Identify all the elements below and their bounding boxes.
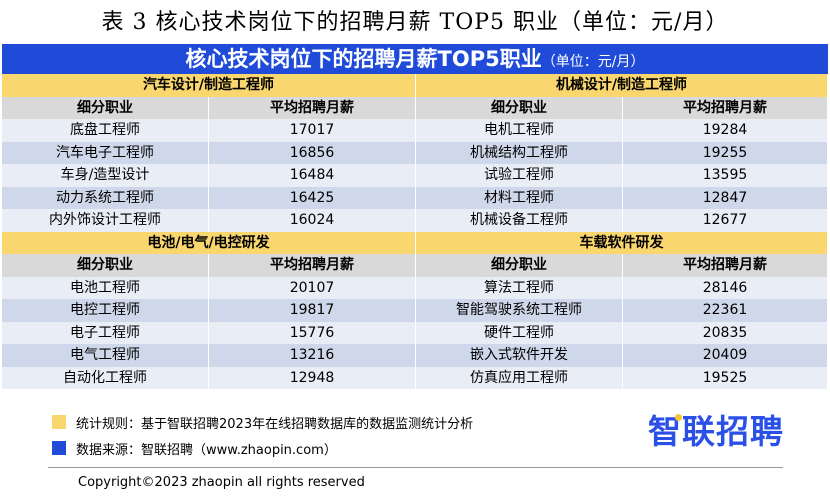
legend-swatch-blue bbox=[52, 441, 66, 455]
table-banner: 核心技术岗位下的招聘月薪TOP5职业（单位：元/月） bbox=[2, 44, 828, 74]
column-header-salary: 平均招聘月薪 bbox=[209, 254, 416, 277]
occupation-cell: 内外饰设计工程师 bbox=[2, 209, 209, 232]
occupation-cell: 材料工程师 bbox=[416, 186, 623, 209]
salary-cell: 19817 bbox=[209, 299, 416, 322]
salary-cell: 15776 bbox=[209, 321, 416, 344]
occupation-cell: 嵌入式软件开发 bbox=[416, 344, 623, 367]
column-header-occupation: 细分职业 bbox=[2, 96, 209, 119]
salary-cell: 12948 bbox=[209, 366, 416, 389]
section-title-right: 车载软件研发 bbox=[416, 231, 828, 254]
occupation-cell: 电子工程师 bbox=[2, 321, 209, 344]
legend-text-source: 数据来源：智联招聘（www.zhaopin.com） bbox=[76, 442, 337, 458]
salary-cell: 20835 bbox=[623, 321, 828, 344]
occupation-cell: 汽车电子工程师 bbox=[2, 141, 209, 164]
column-header-salary: 平均招聘月薪 bbox=[623, 96, 828, 119]
salary-cell: 19284 bbox=[623, 119, 828, 142]
occupation-cell: 硬件工程师 bbox=[416, 321, 623, 344]
table-grid: 汽车设计/制造工程师 机械设计/制造工程师 细分职业 平均招聘月薪 细分职业 平均招聘月薪… bbox=[2, 74, 828, 389]
salary-cell: 12847 bbox=[623, 186, 828, 209]
legend-swatch-yellow bbox=[52, 415, 66, 429]
salary-cell: 16484 bbox=[209, 164, 416, 187]
occupation-cell: 底盘工程师 bbox=[2, 119, 209, 142]
occupation-cell: 电气工程师 bbox=[2, 344, 209, 367]
section-title-left: 汽车设计/制造工程师 bbox=[2, 74, 416, 97]
salary-cell: 17017 bbox=[209, 119, 416, 142]
occupation-cell: 算法工程师 bbox=[416, 276, 623, 299]
occupation-cell: 电机工程师 bbox=[416, 119, 623, 142]
salary-cell: 13216 bbox=[209, 344, 416, 367]
occupation-cell: 电控工程师 bbox=[2, 299, 209, 322]
section-title-left: 电池/电气/电控研发 bbox=[2, 231, 416, 254]
salary-cell: 19525 bbox=[623, 366, 828, 389]
salary-cell: 16856 bbox=[209, 141, 416, 164]
salary-cell: 20107 bbox=[209, 276, 416, 299]
salary-cell: 12677 bbox=[623, 209, 828, 232]
legend: 统计规则：基于智联招聘2023年在线招聘数据库的数据监测统计分析 数据来源：智联… bbox=[52, 411, 473, 463]
salary-cell: 28146 bbox=[623, 276, 828, 299]
legend-item-rule: 统计规则：基于智联招聘2023年在线招聘数据库的数据监测统计分析 bbox=[52, 411, 473, 433]
salary-cell: 22361 bbox=[623, 299, 828, 322]
footer-divider bbox=[48, 467, 783, 468]
salary-table: 核心技术岗位下的招聘月薪TOP5职业（单位：元/月） 汽车设计/制造工程师 机械设… bbox=[2, 44, 828, 389]
occupation-cell: 试验工程师 bbox=[416, 164, 623, 187]
occupation-cell: 智能驾驶系统工程师 bbox=[416, 299, 623, 322]
column-header-occupation: 细分职业 bbox=[416, 96, 623, 119]
salary-cell: 16024 bbox=[209, 209, 416, 232]
legend-item-source: 数据来源：智联招聘（www.zhaopin.com） bbox=[52, 437, 473, 459]
salary-cell: 19255 bbox=[623, 141, 828, 164]
occupation-cell: 仿真应用工程师 bbox=[416, 366, 623, 389]
occupation-cell: 自动化工程师 bbox=[2, 366, 209, 389]
banner-unit: （单位：元/月） bbox=[541, 54, 645, 70]
column-header-occupation: 细分职业 bbox=[416, 254, 623, 277]
copyright: Copyright©2023 zhaopin all rights reserv… bbox=[78, 475, 365, 490]
section-title-right: 机械设计/制造工程师 bbox=[416, 74, 828, 97]
occupation-cell: 机械结构工程师 bbox=[416, 141, 623, 164]
column-header-salary: 平均招聘月薪 bbox=[209, 96, 416, 119]
logo-dot-icon bbox=[675, 414, 682, 421]
legend-text-rule: 统计规则：基于智联招聘2023年在线招聘数据库的数据监测统计分析 bbox=[76, 416, 474, 432]
column-header-occupation: 细分职业 bbox=[2, 254, 209, 277]
salary-cell: 20409 bbox=[623, 344, 828, 367]
occupation-cell: 车身/造型设计 bbox=[2, 164, 209, 187]
occupation-cell: 电池工程师 bbox=[2, 276, 209, 299]
logo-text: 智联招聘 bbox=[648, 412, 784, 451]
zhaopin-logo: 智联招聘 bbox=[648, 410, 788, 454]
occupation-cell: 动力系统工程师 bbox=[2, 186, 209, 209]
salary-cell: 16425 bbox=[209, 186, 416, 209]
banner-title: 核心技术岗位下的招聘月薪TOP5职业 bbox=[185, 47, 542, 71]
salary-cell: 13595 bbox=[623, 164, 828, 187]
column-header-salary: 平均招聘月薪 bbox=[623, 254, 828, 277]
table-caption: 表 3 核心技术岗位下的招聘月薪 TOP5 职业（单位：元/月） bbox=[101, 10, 729, 35]
occupation-cell: 机械设备工程师 bbox=[416, 209, 623, 232]
